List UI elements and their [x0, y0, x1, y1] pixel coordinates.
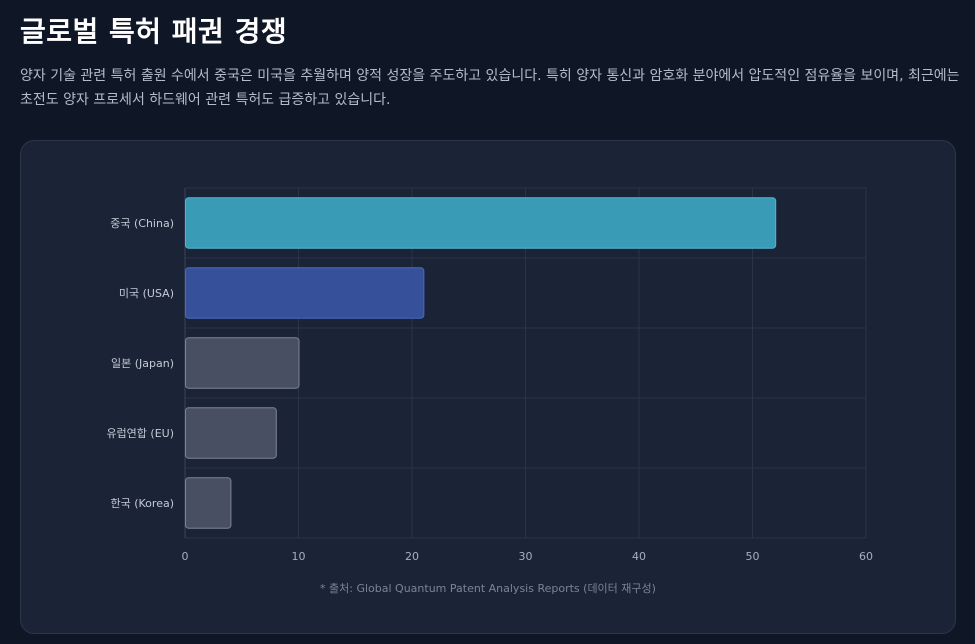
- page-description: 양자 기술 관련 특허 출원 수에서 중국은 미국을 추월하며 양적 성장을 주…: [20, 68, 960, 108]
- category-label: 미국 (USA): [119, 287, 174, 300]
- bar: [185, 197, 777, 249]
- x-tick-label: 10: [292, 550, 306, 563]
- x-tick-label: 60: [859, 550, 873, 563]
- category-label: 중국 (China): [110, 217, 174, 230]
- bar: [185, 477, 232, 529]
- x-tick-label: 20: [405, 550, 419, 563]
- category-label: 한국 (Korea): [110, 497, 174, 510]
- bar: [185, 267, 425, 319]
- x-tick-label: 50: [746, 550, 760, 563]
- bar: [185, 337, 300, 389]
- x-tick-label: 30: [519, 550, 533, 563]
- page-title: 글로벌 특허 패권 경쟁: [20, 15, 288, 48]
- x-tick-label: 40: [632, 550, 646, 563]
- category-label: 유럽연합 (EU): [106, 426, 174, 440]
- x-tick-label: 0: [182, 550, 189, 563]
- bar: [185, 407, 277, 459]
- source-note: * 출처: Global Quantum Patent Analysis Rep…: [320, 582, 656, 595]
- category-label: 일본 (Japan): [111, 356, 174, 370]
